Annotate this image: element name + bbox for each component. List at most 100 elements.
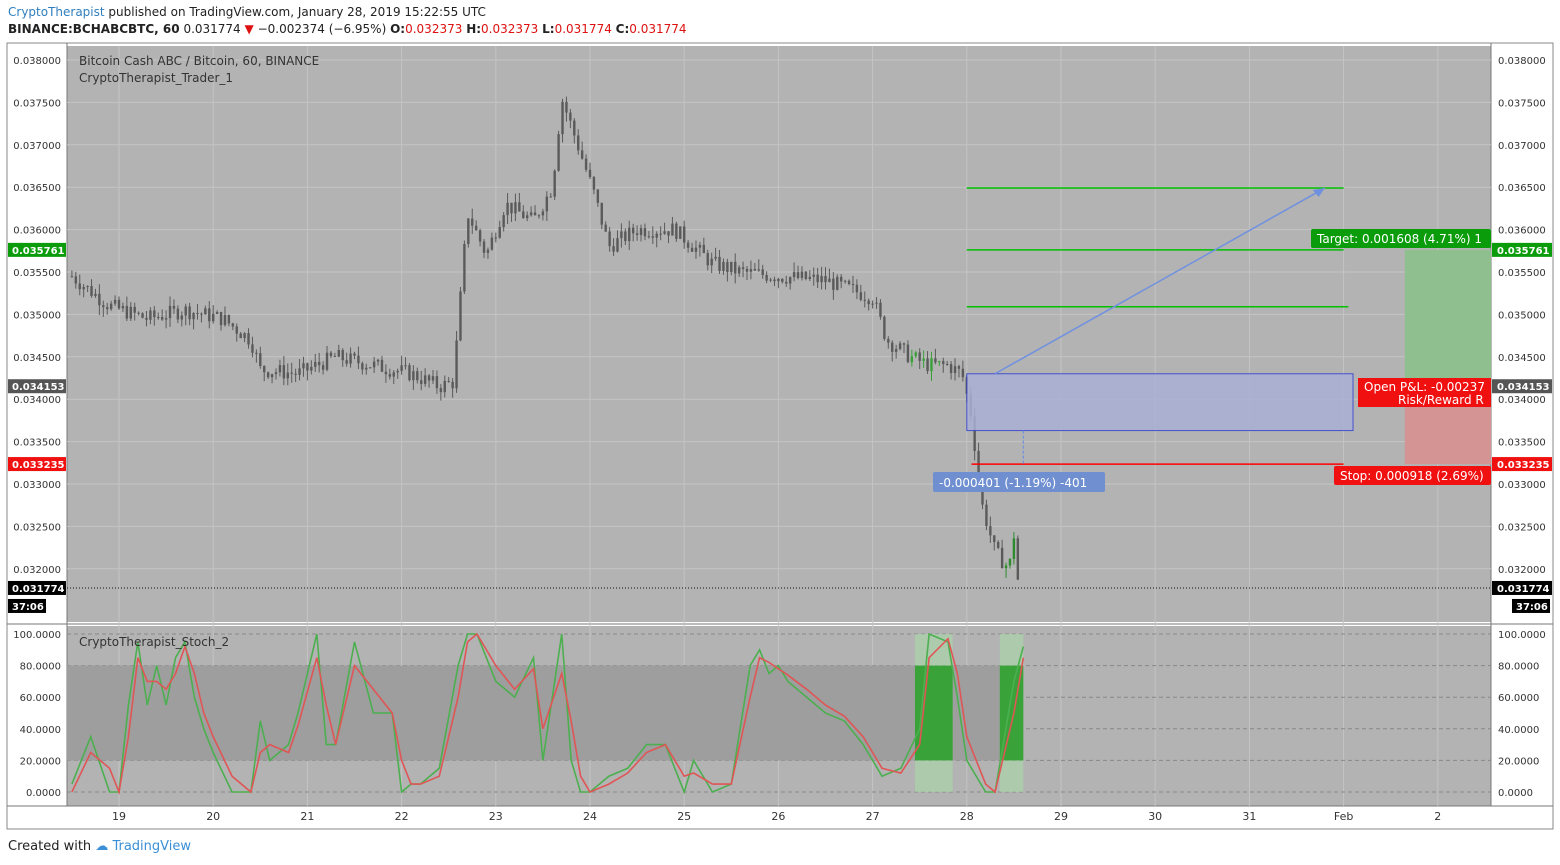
candle-body	[624, 231, 627, 242]
candle-body	[741, 267, 745, 269]
candle-body	[247, 333, 250, 345]
author-link[interactable]: CryptoTherapist	[8, 5, 105, 19]
last-price-tag-left: 0.031774	[12, 584, 65, 595]
candle-body	[463, 244, 466, 292]
stoch-tick-label-right: 80.0000	[1498, 662, 1539, 673]
candle-body	[879, 302, 882, 317]
candle-body	[985, 504, 988, 527]
candle-body	[317, 361, 321, 366]
candle-body	[683, 226, 686, 243]
candle-body	[180, 315, 183, 320]
candle-body	[718, 256, 721, 271]
y-tick-label-left: 0.038000	[13, 56, 61, 67]
x-tick-label: 19	[112, 810, 126, 823]
candles	[70, 96, 1020, 581]
candle-body	[765, 274, 768, 281]
candle-body	[686, 242, 690, 248]
candle-body	[278, 365, 282, 373]
stoch-tick-label-right: 20.0000	[1498, 756, 1539, 767]
candle-body	[588, 169, 592, 177]
candle-body	[945, 363, 949, 365]
high-value: 0.032373	[481, 22, 539, 36]
symbol-name: BINANCE:BCHABCBTC, 60	[8, 22, 180, 36]
candle-body	[494, 237, 497, 239]
entry-price-tag-left-bg	[8, 379, 66, 394]
x-tick-label: 23	[489, 810, 503, 823]
candle-body	[608, 231, 611, 247]
candle-body	[577, 135, 580, 151]
candle-body	[745, 268, 749, 272]
candle-body	[145, 317, 148, 320]
candle-body	[914, 352, 917, 357]
candle-body	[788, 277, 792, 284]
candle-body	[215, 312, 219, 314]
candle-body	[730, 261, 733, 273]
y-tick-label-right: 0.036500	[1498, 183, 1546, 194]
candle-body	[306, 363, 309, 371]
candle-body	[785, 281, 788, 284]
stop-price-tag-right: 0.033235	[1497, 460, 1550, 471]
x-tick-label: 29	[1054, 810, 1068, 823]
axes: 19 20 21 22 23 24 25 26 27 28 29 30 31 Feb 2 0.038000 0.…	[13, 56, 1545, 823]
entry-price-tag-right-bg	[1492, 379, 1552, 394]
candle-body	[74, 276, 78, 284]
candle-body	[349, 353, 352, 364]
candle-body	[541, 211, 545, 216]
candle-body	[219, 312, 223, 326]
x-tick-label: 24	[583, 810, 597, 823]
stoch-k-line	[71, 632, 1025, 795]
candle-body	[243, 333, 246, 339]
entry-price-tag-left: 0.034153	[12, 382, 65, 393]
y-tick-label-right: 0.035000	[1498, 310, 1546, 321]
candle-body	[620, 231, 623, 239]
candle-body	[769, 279, 772, 281]
candle-body	[836, 276, 839, 290]
target-price-tag-right: 0.035761	[1497, 246, 1550, 257]
candle-body	[957, 366, 961, 369]
candle-body	[792, 272, 796, 278]
candle-body	[667, 231, 670, 236]
candle-body	[431, 376, 435, 381]
candle-body	[938, 361, 941, 363]
candle-body	[427, 375, 431, 381]
candle-body	[628, 227, 631, 242]
candle-body	[863, 299, 866, 301]
candle-body	[671, 223, 674, 236]
candle-body	[942, 361, 945, 364]
x-tick-label: 31	[1242, 810, 1256, 823]
stoch-tick-label-left: 80.0000	[20, 662, 61, 673]
candle-body	[129, 306, 132, 319]
candle-body	[902, 343, 906, 345]
x-tick-label: Feb	[1334, 810, 1353, 823]
last-price: 0.031774	[183, 22, 241, 36]
candle-body	[926, 358, 929, 372]
candle-body	[208, 308, 211, 322]
candle-body	[631, 227, 635, 234]
tradingview-link[interactable]: TradingView	[112, 839, 191, 854]
candle-body	[365, 367, 368, 370]
candle-body	[698, 244, 702, 248]
stoch-tick-label-left: 0.0000	[26, 788, 61, 799]
candle-body	[710, 258, 713, 266]
candle-body	[1008, 558, 1012, 566]
y-tick-label-left: 0.035500	[13, 268, 61, 279]
candle-body	[235, 326, 238, 334]
candle-body	[643, 228, 647, 237]
y-tick-label-right: 0.032000	[1498, 565, 1546, 576]
candle-body	[722, 261, 725, 271]
entry-zone-box	[966, 373, 1354, 432]
stoch-tick-label-right: 0.0000	[1498, 788, 1533, 799]
candle-body	[761, 269, 764, 275]
candle-body	[455, 340, 458, 389]
candle-body	[518, 202, 521, 212]
candle-body	[526, 215, 529, 219]
candle-body	[887, 338, 890, 343]
candle-body	[973, 416, 976, 451]
y-tick-label-right: 0.033000	[1498, 480, 1546, 491]
candle-body	[302, 363, 305, 369]
stop-price-tag-right-bg	[1492, 457, 1552, 472]
candle-body	[70, 276, 74, 278]
candle-body	[396, 370, 399, 373]
close-label: C:	[615, 22, 630, 36]
